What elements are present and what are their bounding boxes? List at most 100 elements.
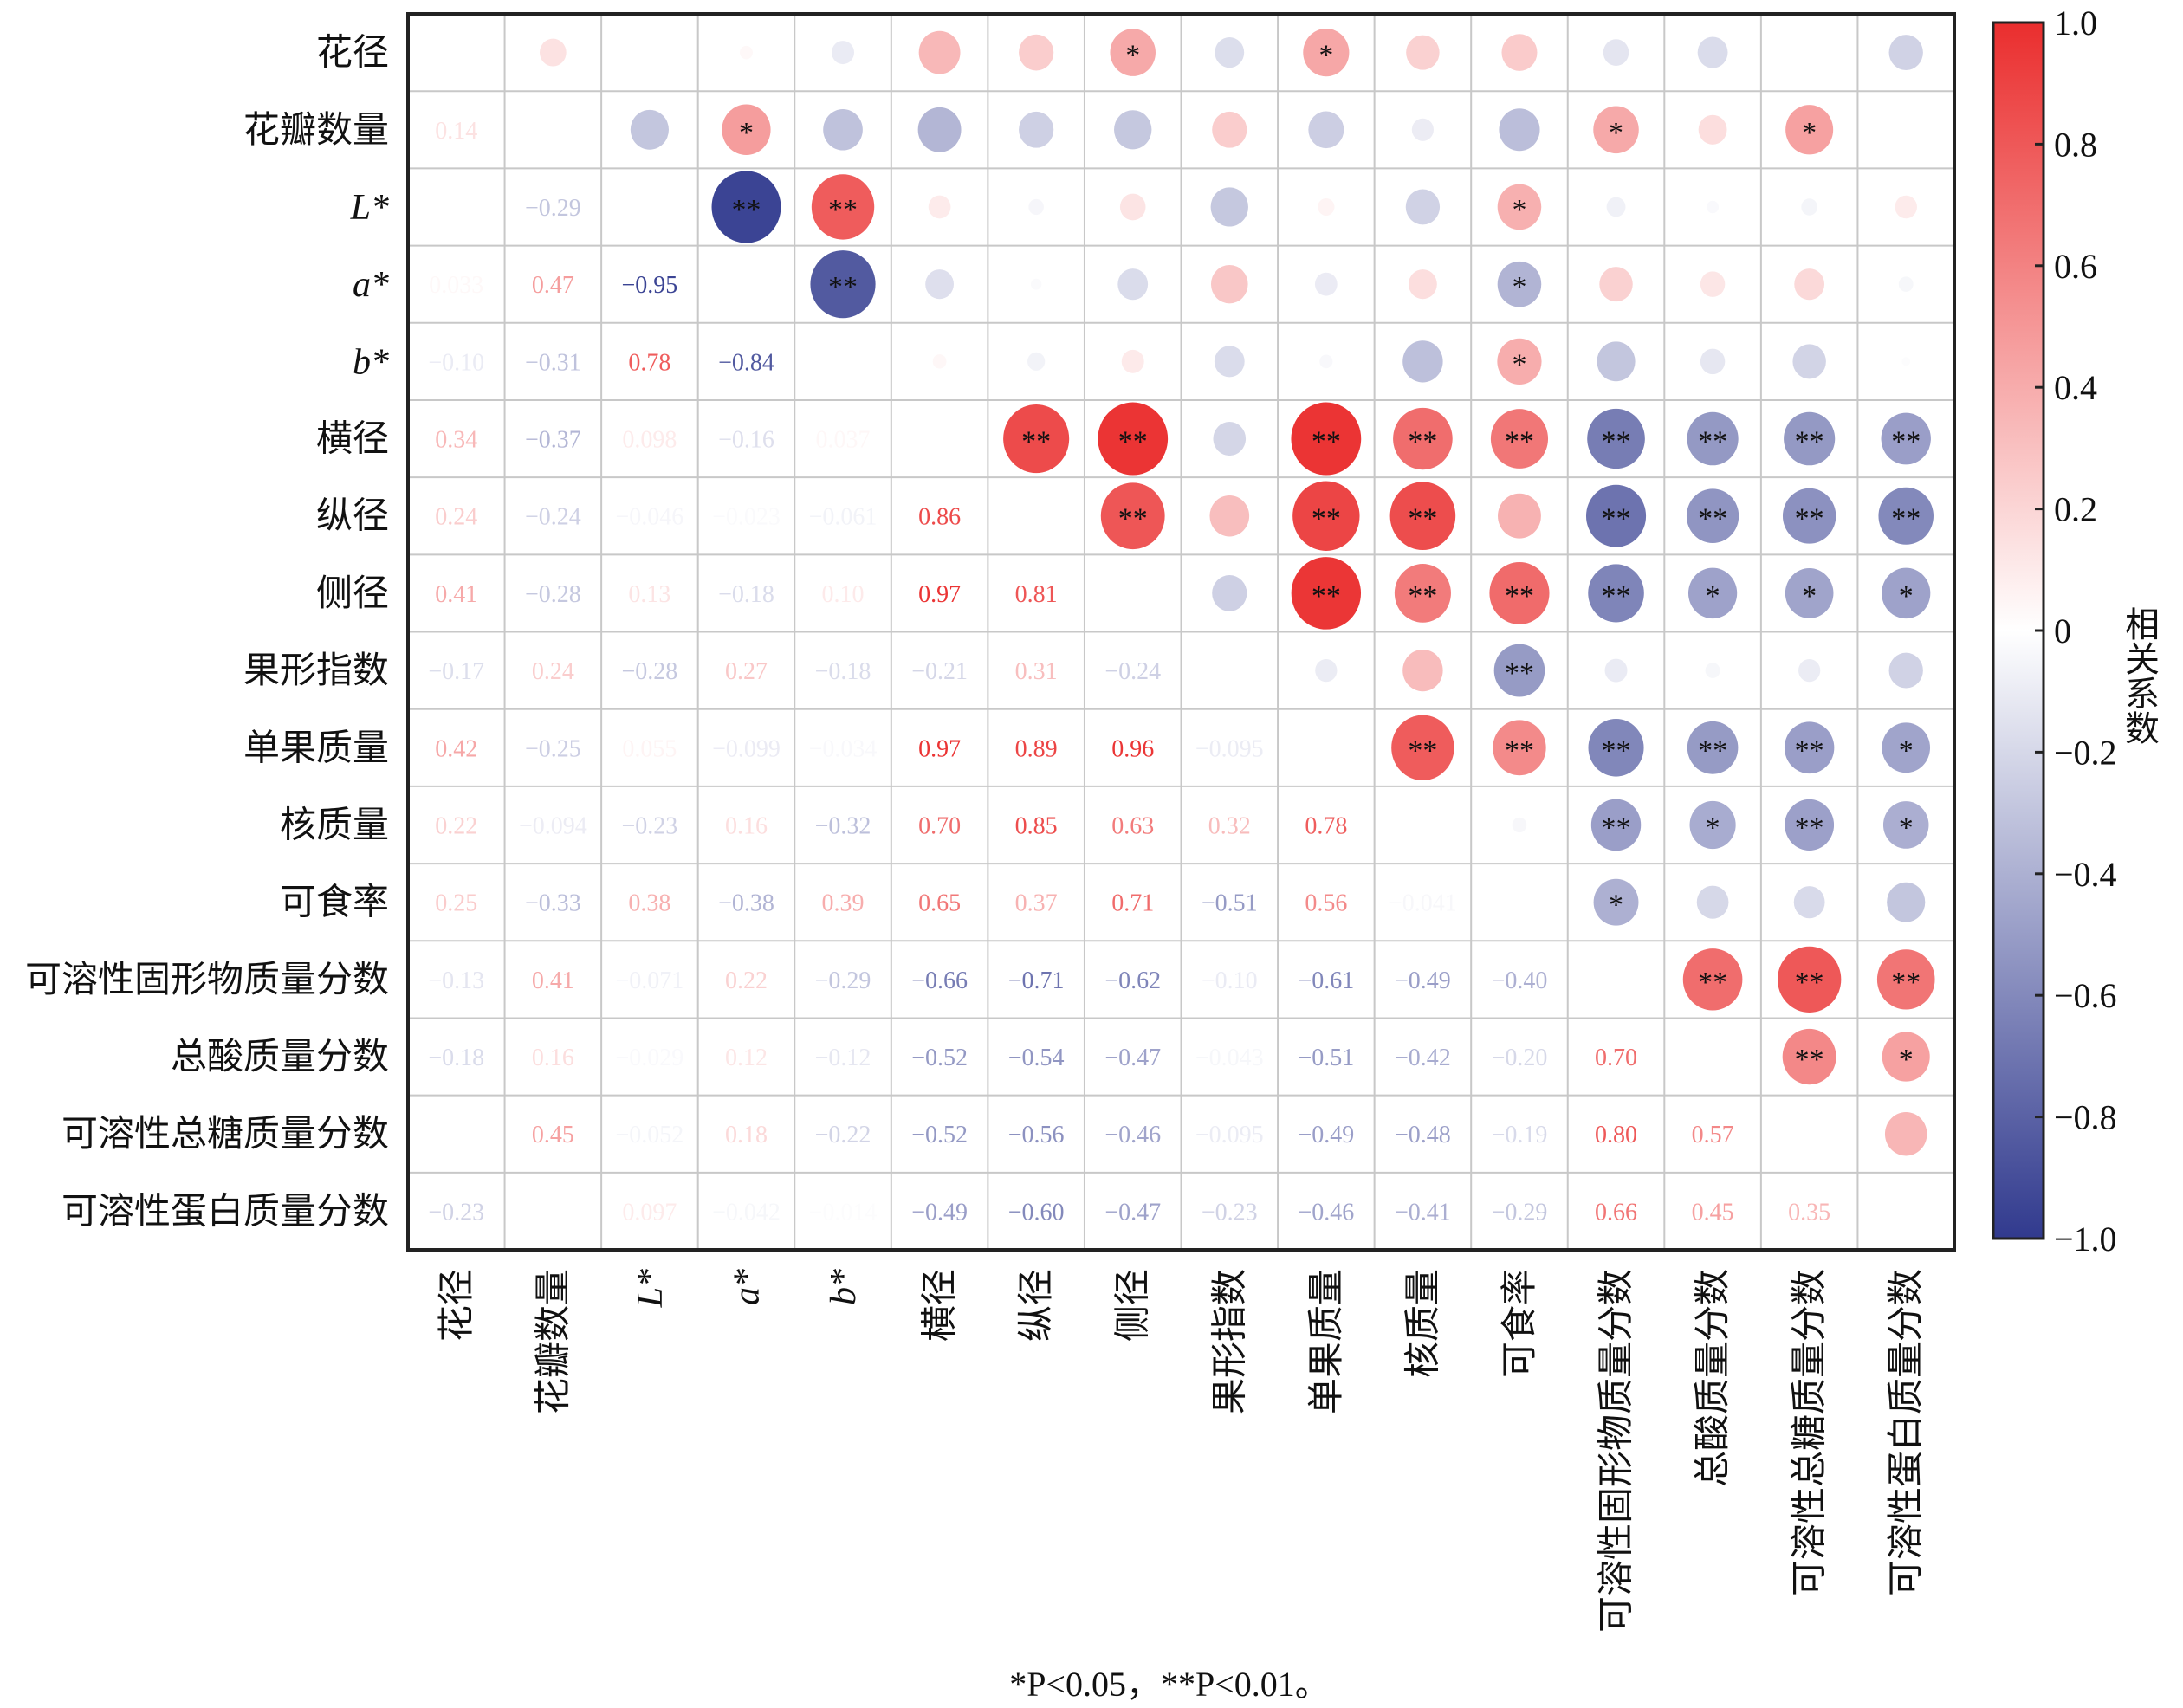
correlation-circle <box>1318 197 1335 216</box>
correlation-circle <box>1887 882 1926 922</box>
cell-value-label: −0.052 <box>616 1122 684 1148</box>
cell-value-label: −0.23 <box>622 812 678 839</box>
significance-mark: * <box>1899 1044 1914 1076</box>
cell-value-label: −0.47 <box>1104 1199 1161 1226</box>
significance-mark: * <box>1899 812 1914 844</box>
cell-value-label: −0.071 <box>616 967 684 994</box>
correlation-circle <box>711 171 781 243</box>
correlation-circle <box>1411 118 1434 141</box>
cell-value-label: −0.22 <box>815 1122 871 1148</box>
significance-mark: ** <box>1602 580 1631 612</box>
cell-value-label: 0.65 <box>918 890 961 917</box>
correlation-circle <box>1785 799 1835 851</box>
significance-mark: ** <box>1891 967 1921 999</box>
correlation-circle <box>1291 557 1362 630</box>
significance-mark: ** <box>1602 503 1631 535</box>
correlation-circle <box>917 107 962 152</box>
cell-value-label: 0.56 <box>1305 890 1347 917</box>
colorbar-tick-label: 1.0 <box>2054 3 2097 42</box>
cell-value-label: −0.29 <box>525 195 581 222</box>
cell-value-label: 0.70 <box>918 812 961 839</box>
correlation-circle <box>722 104 771 156</box>
correlation-circle <box>740 45 753 60</box>
correlation-circle <box>1696 885 1729 919</box>
cell-value-label: 0.16 <box>532 1045 574 1071</box>
cell-value-label: −0.13 <box>428 967 484 994</box>
cell-value-label: 0.80 <box>1595 1122 1637 1148</box>
significance-mark: * <box>739 117 754 149</box>
correlation-circle <box>1590 799 1642 851</box>
significance-mark: ** <box>1408 734 1437 767</box>
cell-value-label: −0.52 <box>911 1122 968 1148</box>
cell-value-label: −0.46 <box>1298 1199 1354 1226</box>
correlation-circle <box>540 38 567 67</box>
correlation-circle <box>1593 106 1639 154</box>
correlation-circle <box>1585 484 1647 547</box>
correlation-circle <box>1028 198 1044 216</box>
correlation-circle <box>1114 110 1152 150</box>
cell-value-label: −0.56 <box>1008 1122 1065 1148</box>
correlation-circle <box>1587 408 1645 469</box>
cell-value-label: 0.97 <box>918 735 961 762</box>
correlation-circle <box>1792 344 1826 379</box>
row-label: 单果质量 <box>243 728 389 768</box>
column-label: 侧径 <box>1114 1269 1154 1342</box>
cell-value-label: −0.28 <box>622 658 678 685</box>
correlation-circle <box>1876 949 1935 1010</box>
cell-value-label: −0.043 <box>1195 1045 1264 1071</box>
correlation-circle <box>1119 193 1146 221</box>
cell-value-label: −0.10 <box>1202 967 1258 994</box>
cell-value-label: 0.38 <box>628 890 670 917</box>
significance-mark: ** <box>1505 580 1534 612</box>
correlation-circle <box>1512 817 1527 833</box>
cell-value-label: 0.41 <box>435 581 477 608</box>
significance-mark: ** <box>1602 426 1631 458</box>
correlation-circle <box>832 41 854 65</box>
column-label: 可溶性总糖质量分数 <box>1790 1269 1830 1596</box>
significance-mark: ** <box>828 271 858 303</box>
correlation-circle <box>1314 272 1338 296</box>
significance-mark: ** <box>1891 426 1921 458</box>
column-label: b* <box>824 1269 864 1305</box>
cell-value-label: −0.18 <box>718 581 774 608</box>
cell-value-label: −0.46 <box>1104 1122 1161 1148</box>
cell-value-label: −0.49 <box>911 1199 968 1226</box>
colorbar-label: 相关系数 <box>2120 606 2159 745</box>
correlation-circle <box>1687 721 1739 774</box>
correlation-circle <box>1785 567 1834 618</box>
cell-value-label: 0.63 <box>1111 812 1154 839</box>
cell-value-label: 0.27 <box>725 658 768 685</box>
correlation-circle <box>1793 886 1825 919</box>
correlation-circle <box>1030 278 1042 290</box>
cell-value-label: −0.029 <box>616 1045 684 1071</box>
cell-value-label: 0.85 <box>1015 812 1058 839</box>
significance-mark: * <box>1512 194 1526 226</box>
colorbar-tick-label: −0.8 <box>2054 1098 2117 1137</box>
correlation-circle <box>1687 567 1738 619</box>
colorbar-tick-label: 0.2 <box>2054 490 2097 529</box>
correlation-circle <box>1493 644 1545 697</box>
significance-mark: ** <box>1118 503 1148 535</box>
correlation-circle <box>1003 404 1070 474</box>
cell-value-label: −0.042 <box>712 1199 781 1226</box>
correlation-circle <box>1798 658 1821 683</box>
row-label: 可溶性固形物质量分数 <box>25 960 389 1000</box>
correlation-circle <box>1707 200 1720 214</box>
correlation-circle <box>1319 354 1333 369</box>
cell-value-label: −0.60 <box>1008 1199 1065 1226</box>
significance-mark: * <box>1706 580 1720 612</box>
correlation-circle <box>1019 34 1054 71</box>
correlation-circle <box>1210 264 1248 304</box>
cell-value-label: 0.47 <box>532 272 574 299</box>
correlation-circle <box>1393 407 1453 470</box>
correlation-circle <box>1315 658 1338 683</box>
colorbar-tick-label: −0.2 <box>2054 733 2117 772</box>
significance-mark: * <box>1802 580 1817 612</box>
cell-value-label: −0.095 <box>1195 1122 1264 1148</box>
cell-value-label: −0.094 <box>519 812 587 839</box>
correlation-circle <box>1782 488 1836 544</box>
cell-value-label: 0.78 <box>628 349 670 376</box>
significance-mark: * <box>1706 812 1720 844</box>
cell-value-label: −0.12 <box>815 1045 871 1071</box>
